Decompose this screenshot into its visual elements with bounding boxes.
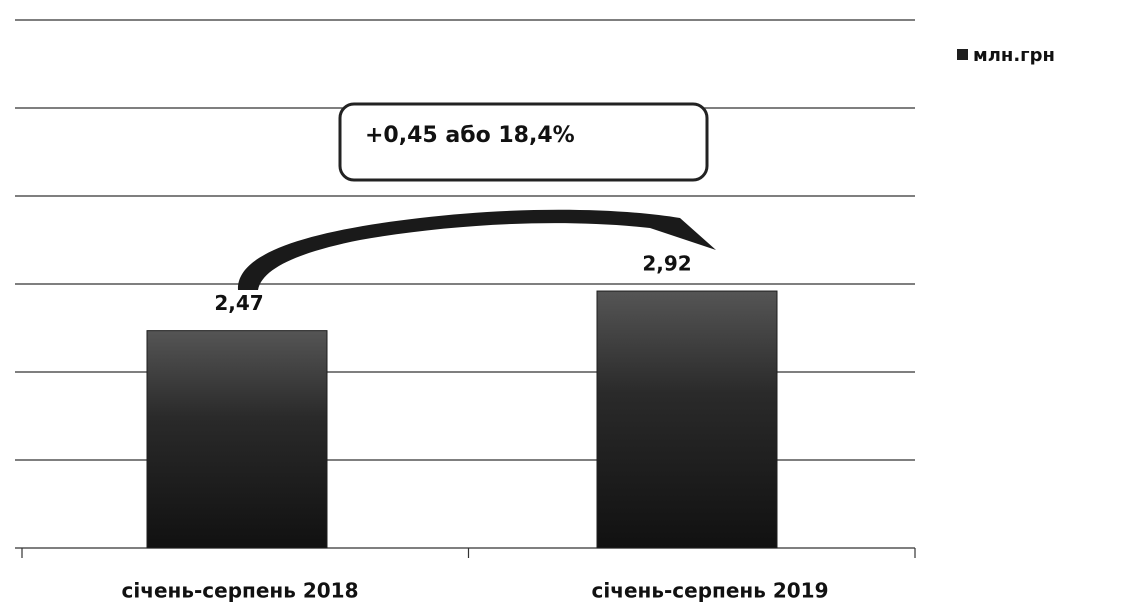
value-label: 2,47 xyxy=(214,291,263,315)
legend-swatch xyxy=(957,49,968,60)
annotation: +0,45 або 18,4% xyxy=(365,123,575,148)
change-arrow xyxy=(237,209,716,290)
legend-label: млн.грн xyxy=(973,45,1055,66)
value-label: 2,92 xyxy=(642,252,691,276)
bar xyxy=(596,290,778,549)
x-tick-label: січень-серпень 2018 xyxy=(122,579,359,603)
x-tick-label: січень-серпень 2019 xyxy=(592,579,829,603)
bar xyxy=(146,330,328,549)
annotation-box xyxy=(338,102,709,182)
